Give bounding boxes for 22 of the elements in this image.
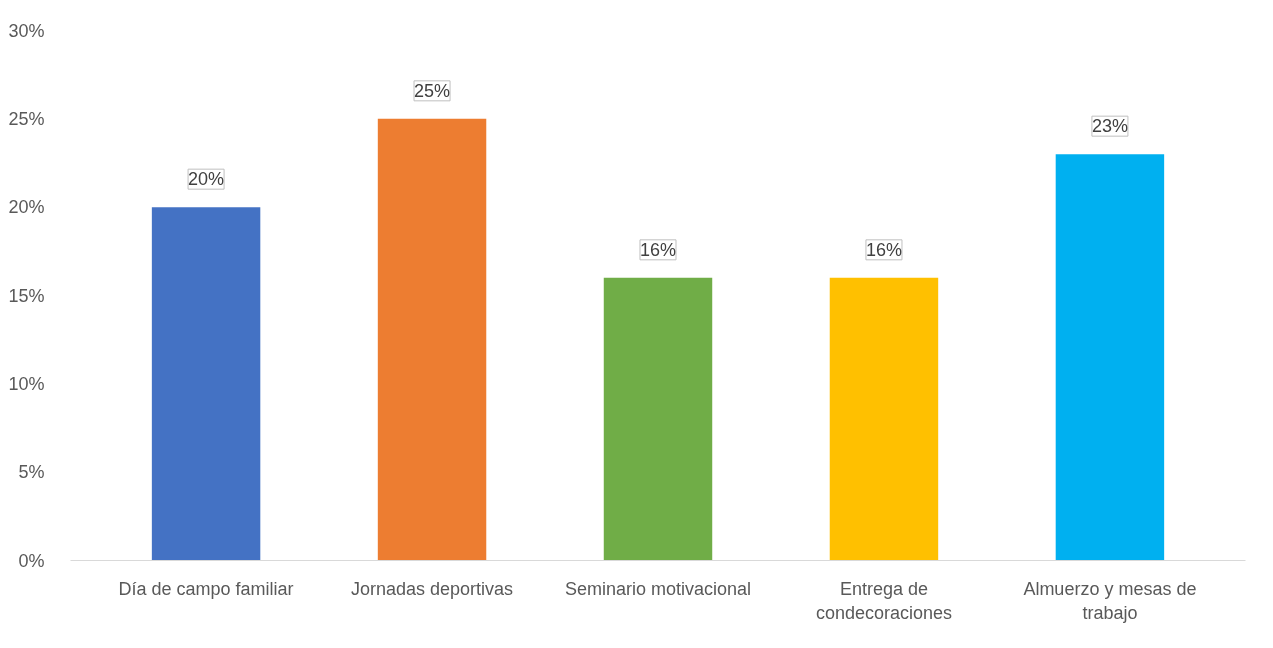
data-label: 16% [865, 239, 902, 260]
x-tick-label: Día de campo familiar [118, 578, 294, 599]
x-tick-label: Jornadas deportivas [350, 578, 514, 599]
x-tick-label: Seminario motivacional [564, 578, 752, 599]
data-label: 16% [639, 239, 677, 260]
data-label: 23% [1091, 116, 1128, 137]
y-tick-label: 15% [8, 285, 45, 306]
y-tick-label: 20% [8, 197, 45, 218]
y-tick-label: 30% [8, 20, 45, 41]
bar [377, 118, 487, 561]
bar [1055, 154, 1165, 561]
bar [151, 207, 261, 561]
bar [829, 277, 939, 561]
x-tick-label: Entrega de condecoraciones [815, 578, 953, 623]
bar [603, 277, 713, 561]
y-tick-label: 25% [8, 108, 45, 129]
data-label: 25% [414, 80, 451, 101]
y-tick-label: 10% [8, 373, 45, 394]
y-tick-label: 0% [18, 550, 45, 571]
data-label: 20% [188, 169, 225, 190]
y-tick-label: 5% [18, 462, 45, 483]
x-tick-label: Almuerzo y mesas de trabajo [1023, 578, 1197, 623]
